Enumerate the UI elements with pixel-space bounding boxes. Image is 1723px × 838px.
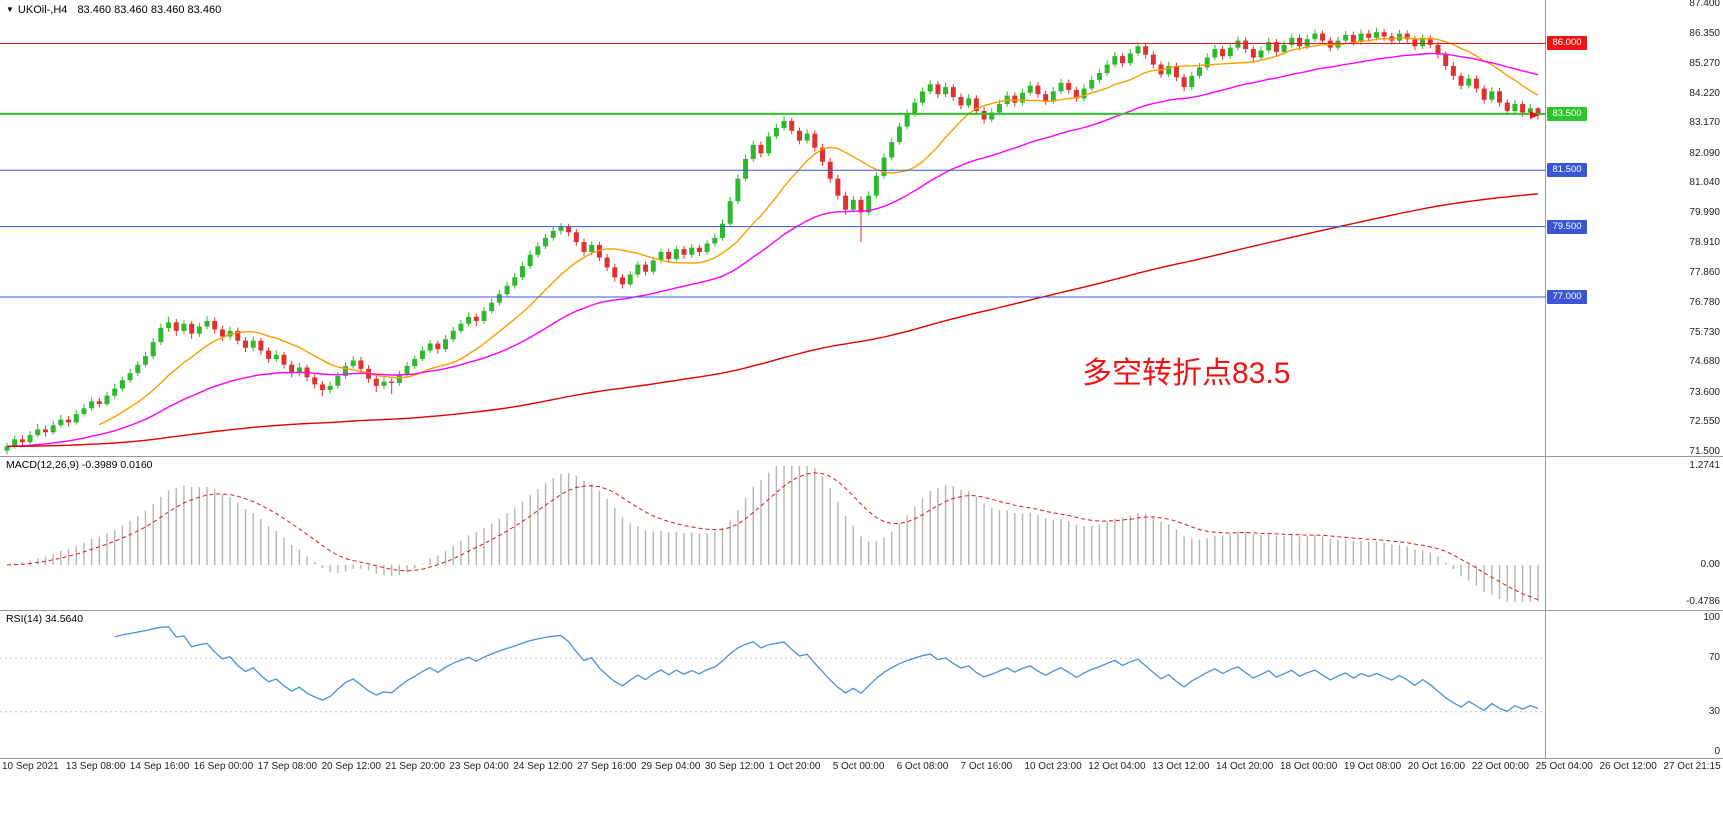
chevron-down-icon[interactable]: ▼ [6,5,14,14]
annotation-text: 多空转折点83.5 [1082,357,1291,390]
macd-indicator-label: MACD(12,26,9) -0.3989 0.0160 [6,459,153,471]
rsi-indicator-label: RSI(14) 34.5640 [6,613,84,625]
quote-ohlc-values: 83.460 83.460 83.460 83.460 [77,4,222,16]
symbol-timeframe-label: UKOil-,H4 [17,4,68,16]
current-price-arrow-icon [1530,111,1539,119]
chart-title: ▼ UKOil-,H4 83.460 83.460 83.460 83.460 [6,4,221,16]
